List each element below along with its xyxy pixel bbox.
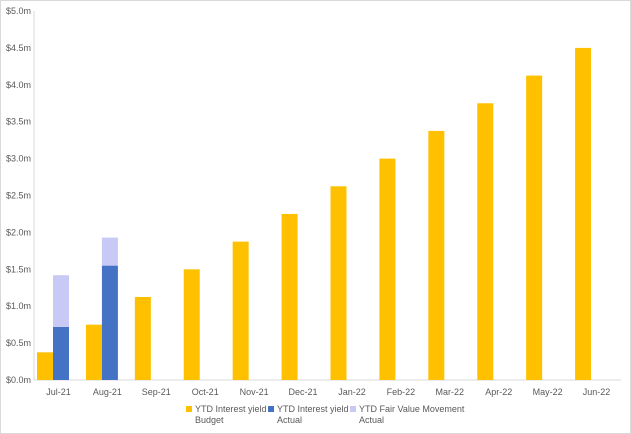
x-tick-label: May-22 bbox=[533, 387, 563, 397]
bar-budget bbox=[428, 130, 445, 380]
x-tick-label: Jun-22 bbox=[583, 387, 611, 397]
y-tick-label: $2.5m bbox=[6, 191, 31, 201]
bar-fair-value bbox=[53, 275, 69, 327]
x-tick-label: Jul-21 bbox=[46, 387, 71, 397]
y-tick-label: $4.5m bbox=[6, 43, 31, 53]
x-axis-ticks: Jul-21 Aug-21 Sep-21 Oct-21 Nov-21 Dec-21 Jan-… bbox=[46, 387, 610, 397]
x-tick-label: Aug-21 bbox=[93, 387, 122, 397]
y-tick-label: $3.0m bbox=[6, 154, 31, 164]
y-axis-ticks: $0.0m $0.5m $1.0m $1.5m $2.0m $2.5m $3.0m $3.5m… bbox=[6, 6, 31, 385]
y-tick-label: $3.5m bbox=[6, 117, 31, 127]
bars bbox=[37, 47, 592, 381]
bar-budget bbox=[281, 213, 298, 380]
bar-budget bbox=[232, 241, 249, 380]
legend-swatch bbox=[268, 406, 274, 412]
bar-budget bbox=[526, 75, 543, 380]
y-tick-label: $0.0m bbox=[6, 375, 31, 385]
legend-swatch bbox=[350, 406, 356, 412]
bar-fair-value bbox=[101, 237, 118, 266]
x-tick-label: Nov-21 bbox=[240, 387, 269, 397]
y-tick-label: $1.0m bbox=[6, 301, 31, 311]
legend-swatch bbox=[186, 406, 192, 412]
bar-budget bbox=[477, 103, 494, 380]
x-tick-label: Sep-21 bbox=[142, 387, 171, 397]
x-tick-label: Mar-22 bbox=[436, 387, 465, 397]
x-tick-label: Dec-21 bbox=[289, 387, 318, 397]
legend-label: Actual bbox=[359, 415, 384, 425]
axes bbox=[33, 11, 621, 381]
bar-budget bbox=[379, 158, 396, 380]
bar-budget bbox=[183, 269, 200, 380]
bar-budget bbox=[330, 186, 347, 380]
legend-label: YTD Interest yield bbox=[277, 404, 349, 414]
bar-budget bbox=[134, 296, 151, 380]
y-tick-label: $0.5m bbox=[6, 338, 31, 348]
legend-label: Actual bbox=[277, 415, 302, 425]
y-tick-label: $5.0m bbox=[6, 6, 31, 16]
bar-budget bbox=[575, 47, 592, 381]
legend-label: YTD Interest yield bbox=[195, 404, 267, 414]
x-tick-label: Feb-22 bbox=[387, 387, 416, 397]
x-tick-label: Oct-21 bbox=[192, 387, 219, 397]
x-tick-label: Apr-22 bbox=[485, 387, 512, 397]
y-tick-label: $2.0m bbox=[6, 227, 31, 237]
y-tick-label: $1.5m bbox=[6, 264, 31, 274]
bar-budget bbox=[37, 352, 53, 380]
bar-actual bbox=[53, 326, 69, 380]
bar-budget bbox=[85, 324, 102, 380]
bar-actual bbox=[101, 265, 118, 380]
legend-label: Budget bbox=[195, 415, 224, 425]
x-tick-label: Jan-22 bbox=[338, 387, 366, 397]
legend-label: YTD Fair Value Movement bbox=[359, 404, 465, 414]
y-tick-label: $4.0m bbox=[6, 80, 31, 90]
